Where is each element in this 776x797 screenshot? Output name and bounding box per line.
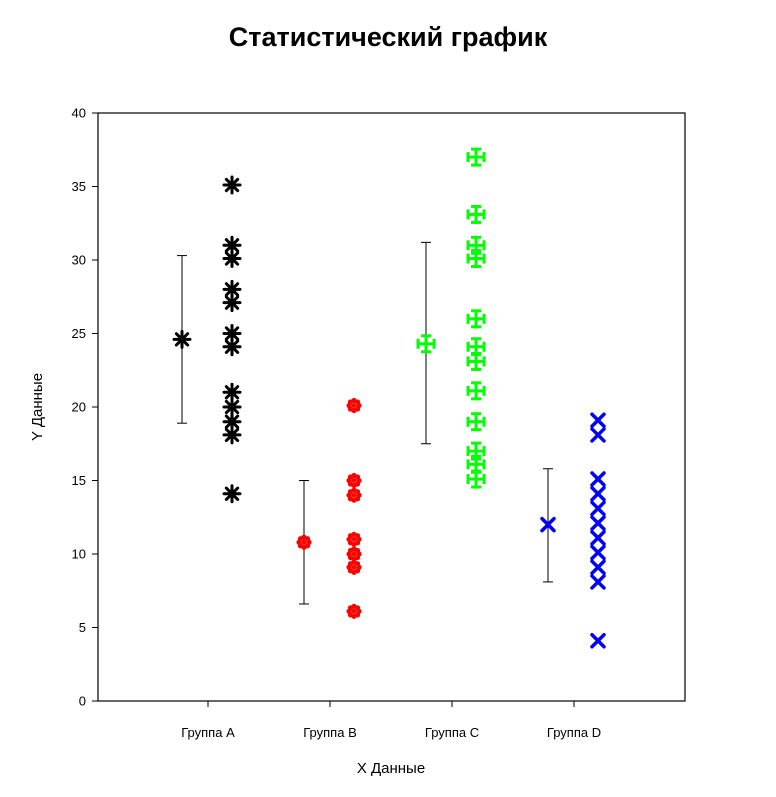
mean-point xyxy=(172,329,192,349)
y-tick-label: 20 xyxy=(72,400,86,415)
y-tick-label: 40 xyxy=(72,106,86,121)
data-point xyxy=(466,381,486,401)
y-tick-label: 5 xyxy=(79,620,86,635)
data-point xyxy=(222,279,242,299)
data-point xyxy=(466,309,486,329)
data-points xyxy=(172,147,606,649)
plot-area xyxy=(97,112,686,702)
data-point xyxy=(346,546,362,562)
data-point xyxy=(590,500,606,517)
data-point xyxy=(590,530,606,546)
y-tick-label: 25 xyxy=(72,326,86,341)
data-point xyxy=(346,397,362,414)
data-point xyxy=(466,235,486,255)
data-point xyxy=(590,544,606,561)
data-point xyxy=(590,559,606,575)
data-point xyxy=(590,471,606,487)
data-point xyxy=(222,484,242,504)
data-point xyxy=(590,515,606,531)
x-axis: Группа A Группа B Группа C Группа D xyxy=(181,701,601,740)
y-axis-label: Y Данные xyxy=(29,373,46,441)
x-tick-label: Группа B xyxy=(303,725,357,740)
data-point xyxy=(222,425,242,445)
data-point xyxy=(346,531,362,547)
data-point xyxy=(346,603,362,619)
y-tick-label: 10 xyxy=(72,547,86,562)
data-point xyxy=(590,632,606,649)
data-point xyxy=(590,412,606,428)
data-point xyxy=(346,559,362,575)
data-point xyxy=(346,487,362,503)
data-point xyxy=(222,324,242,343)
x-tick-label: Группа C xyxy=(425,725,479,740)
data-point xyxy=(222,175,242,195)
data-point xyxy=(590,574,606,590)
x-tick-label: Группа A xyxy=(181,725,235,740)
data-point xyxy=(466,441,486,461)
y-tick-label: 15 xyxy=(72,473,86,488)
data-point xyxy=(590,485,606,502)
data-point xyxy=(222,235,242,255)
data-point xyxy=(466,412,486,432)
y-tick-label: 0 xyxy=(79,694,86,709)
data-point xyxy=(466,204,486,224)
data-point xyxy=(346,472,362,489)
data-point xyxy=(222,382,242,402)
mean-point xyxy=(540,516,556,533)
mean-point xyxy=(296,534,312,550)
x-axis-label: X Данные xyxy=(357,760,425,777)
y-tick-label: 30 xyxy=(72,253,86,268)
data-point xyxy=(466,337,486,357)
chart-title: Статистический график xyxy=(228,22,548,52)
data-point xyxy=(466,147,486,167)
mean-point xyxy=(416,334,436,354)
data-point xyxy=(590,427,606,443)
y-axis: 0 5 10 15 20 25 30 35 40 xyxy=(72,106,98,709)
y-tick-label: 35 xyxy=(72,179,86,194)
data-point xyxy=(222,412,242,432)
x-tick-label: Группа D xyxy=(547,725,601,740)
